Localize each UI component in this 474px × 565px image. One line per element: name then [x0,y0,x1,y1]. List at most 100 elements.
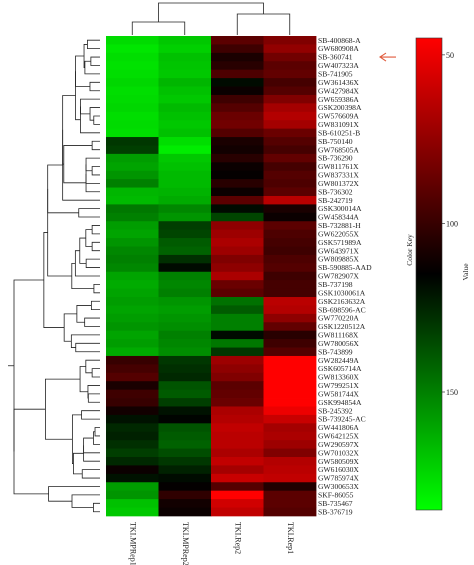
heatmap-cell [263,195,317,205]
heatmap-cell [158,398,212,407]
heatmap-cell [263,103,317,113]
heatmap-cell [158,448,212,458]
dendrogram-branch [47,188,72,277]
row-label: GW799251X [318,381,359,390]
row-dendrogram [8,39,100,513]
dendrogram-branch [47,164,79,214]
heatmap-cell [106,398,159,407]
row-label: GSK1030061A [318,288,366,297]
dendrogram-branch [76,305,92,323]
heatmap-cell [158,364,212,374]
dendrogram-branch [70,334,100,348]
heatmap-cell [211,440,264,449]
dendrogram-branch [13,279,44,452]
heatmap-cell [106,431,159,441]
heatmap-cell [211,263,264,273]
row-label: SB-590885-AAD [318,263,372,272]
heatmap-cell [106,330,159,340]
heatmap-cell [158,238,212,247]
heatmap-cell [158,322,212,332]
row-label: GW576609A [318,112,359,121]
heatmap-cell [211,355,264,365]
heatmap-cell [158,414,212,424]
heatmap-cell [263,313,317,323]
heatmap-cell [106,465,159,475]
dendrogram-branch [62,95,76,165]
row-label: SB-245392 [318,406,353,415]
heatmap-cell [263,221,317,231]
column-label: TKI.Rep1 [286,522,295,554]
heatmap-cell [211,372,264,382]
color-key-bar [415,37,443,511]
heatmap-cell [158,431,212,441]
heatmap-cell [106,288,159,298]
heatmap-cell [158,103,212,113]
heatmap-cell [263,61,317,71]
heatmap-cell [211,423,264,433]
row-label: GW813360X [318,373,359,382]
heatmap-cell [158,153,212,163]
heatmap-cell [158,499,212,508]
row-label: SB-242719 [318,196,353,205]
dendrogram-branch [93,283,100,294]
heatmap-cell [158,347,212,357]
dendrogram-branch [91,241,100,252]
heatmap-cell [263,473,317,483]
heatmap-cell [263,398,317,407]
heatmap-cell [106,195,159,205]
heatmap-cell [106,111,159,121]
dendrogram-branch [13,408,49,495]
heatmap-cell [263,52,317,62]
row-label: GW837331X [318,171,359,180]
heatmap-cell [158,187,212,197]
heatmap-cell [211,86,264,96]
row-label: SB-698596-AC [318,305,366,314]
heatmap-cell [211,103,264,113]
heatmap-cell [211,297,264,306]
heatmap-cell [211,389,264,399]
heatmap-cell [106,103,159,113]
heatmap-cell [211,271,264,281]
dendrogram-branch [75,342,100,353]
heatmap-cell [158,381,212,391]
heatmap-cell [211,61,264,71]
row-label: GW642125X [318,432,359,441]
row-label: GSK2163632A [318,297,366,306]
heatmap-cell [263,322,317,332]
heatmap-cell [106,238,159,247]
heatmap-cell [106,313,159,323]
heatmap-cell [263,364,317,374]
heatmap-cell [211,44,264,54]
column-dendrogram [131,2,291,35]
heatmap-cell [263,137,317,146]
heatmap-cell [263,271,317,281]
dendrogram-branch [74,250,100,277]
row-label: GW701032X [318,448,359,457]
heatmap-cell [263,305,317,315]
heatmap-cell [263,111,317,121]
arrow-shape [379,52,396,62]
heatmap-cell [263,204,317,214]
row-label: SB-376719 [318,507,353,516]
row-label: GW458344A [318,213,359,222]
heatmap-cell [106,297,159,306]
row-label: GW441806A [318,423,359,432]
dendrogram-branch [62,129,100,201]
heatmap-cell [158,111,212,121]
heatmap-cell [158,297,212,306]
heatmap-cell [263,381,317,391]
heatmap-cell [211,465,264,475]
dendrogram-branch [91,166,100,176]
heatmap-cell [158,212,212,222]
row-label: GSK994854A [318,398,362,407]
heatmap-cell [158,69,212,79]
heatmap-cell [263,153,317,163]
heatmap-cell [158,313,212,323]
heatmap-cell [263,482,317,492]
heatmap-cell [211,280,264,289]
heatmap-cell [158,355,212,365]
heatmap-cell [263,457,317,466]
row-label: GW580509X [318,457,359,466]
heatmap-cell [211,398,264,407]
heatmap-cell [106,482,159,492]
